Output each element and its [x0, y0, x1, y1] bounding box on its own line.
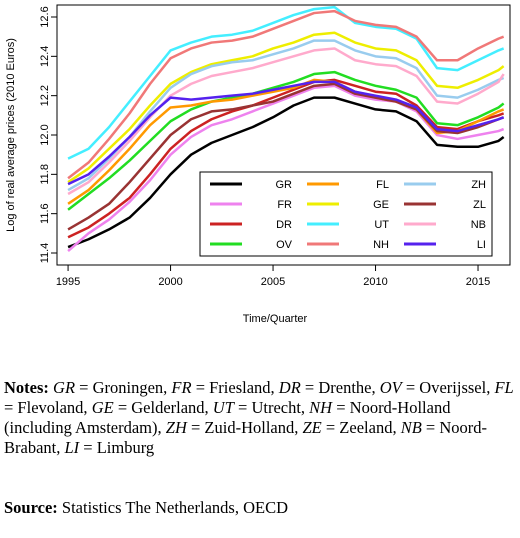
page: Time/Quarter Log of real average prices … — [4, 4, 514, 517]
notes: Notes: GR = Groningen, FR = Friesland, D… — [4, 338, 516, 538]
note-segment: Statistics The Netherlands, OECD — [57, 498, 288, 517]
note-segment: = Groningen, — [75, 378, 172, 397]
legend-label: NH — [373, 239, 389, 251]
x-axis-label: Time/Quarter — [243, 313, 308, 325]
series-line — [67, 70, 505, 211]
series-line — [67, 82, 505, 231]
note-segment: = Zuid-Holland, — [186, 418, 303, 437]
series-line — [67, 31, 505, 184]
chart: Time/Quarter Log of real average prices … — [5, 4, 511, 325]
series-line — [67, 96, 505, 249]
source-text: Source: Statistics The Netherlands, OECD — [4, 498, 516, 518]
legend-label: GE — [373, 199, 389, 211]
note-segment: = Drenthe, — [300, 378, 380, 397]
legend-label: ZH — [471, 179, 486, 191]
y-tick-label: 12.0 — [39, 124, 51, 145]
note-segment: GE — [91, 398, 114, 417]
series-line — [67, 84, 505, 252]
note-segment: NB — [400, 418, 422, 437]
note-segment: = Flevoland, — [4, 378, 518, 417]
x-tick-label: 2005 — [261, 276, 285, 288]
legend-label: NB — [471, 219, 486, 231]
note-segment: NH — [309, 398, 333, 417]
y-tick-label: 11.8 — [39, 164, 51, 185]
note-segment: FR — [171, 378, 192, 397]
note-segment: = Utrecht, — [233, 398, 310, 417]
note-segment: GR — [53, 378, 76, 397]
x-tick-label: 1995 — [56, 276, 80, 288]
x-tick-label: 2015 — [466, 276, 490, 288]
note-segment: = Limburg — [79, 438, 155, 457]
notes-text: Notes: GR = Groningen, FR = Friesland, D… — [4, 378, 516, 458]
note-segment: ZE — [302, 418, 322, 437]
legend-label: FR — [277, 199, 292, 211]
note-segment: ZH — [165, 418, 187, 437]
y-tick-label: 12.2 — [39, 85, 51, 106]
y-tick-label: 12.4 — [39, 46, 51, 67]
legend-label: UT — [374, 219, 389, 231]
series-line — [67, 9, 505, 180]
series-line — [67, 39, 505, 192]
note-segment: DR — [278, 378, 301, 397]
x-tick-label: 2010 — [363, 276, 387, 288]
series-line — [67, 47, 505, 196]
note-segment: UT — [212, 398, 234, 417]
legend-label: LI — [477, 239, 486, 251]
note-segment: OV — [379, 378, 402, 397]
y-axis-label: Log of real average prices (2010 Euros) — [5, 38, 17, 232]
series-line — [67, 5, 505, 160]
x-tick-label: 2000 — [158, 276, 182, 288]
note-segment: FL — [494, 378, 514, 397]
note-segment: Notes: — [4, 378, 49, 397]
y-tick-label: 11.6 — [39, 203, 51, 224]
legend-label: GR — [276, 179, 293, 191]
legend-label: FL — [376, 179, 389, 191]
legend-label: DR — [276, 219, 292, 231]
note-segment: = Overijssel, — [401, 378, 495, 397]
y-tick-label: 11.4 — [39, 243, 51, 264]
note-segment: = Noord-Brabant, — [4, 418, 488, 457]
legend-box — [199, 171, 493, 257]
series-line — [67, 78, 505, 239]
note-segment: = Gelderland, — [113, 398, 213, 417]
note-segment: = Friesland, — [191, 378, 279, 397]
note-segment: Source: — [4, 498, 58, 517]
note-segment: = Zeeland, — [321, 418, 401, 437]
legend-label: ZL — [473, 199, 486, 211]
legend-label: OV — [276, 239, 293, 251]
note-segment: LI — [64, 438, 80, 457]
note-segment: = Noord-Holland (including Amsterdam), — [4, 398, 455, 437]
y-tick-label: 12.6 — [39, 6, 51, 27]
series-line — [67, 80, 505, 186]
